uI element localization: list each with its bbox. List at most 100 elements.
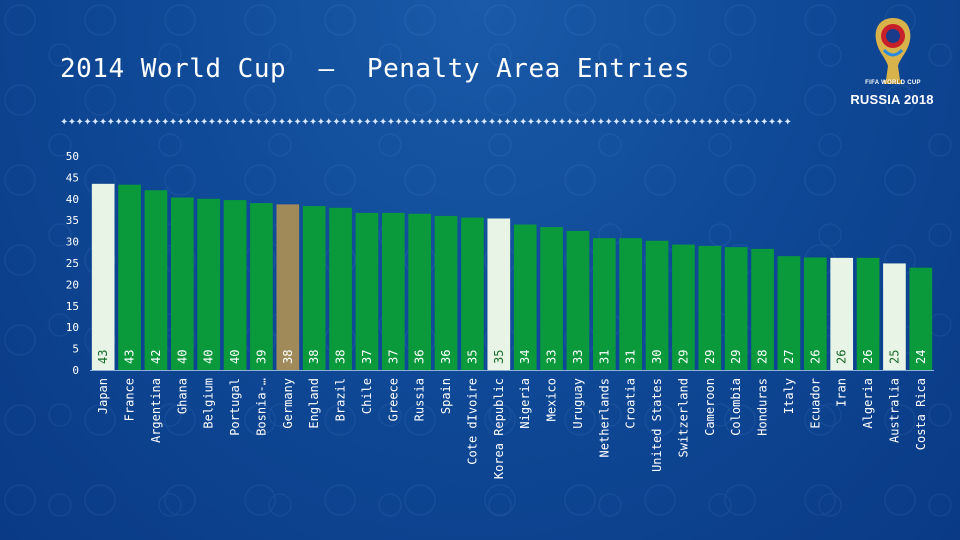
page-title: 2014 World Cup – Penalty Area Entries bbox=[60, 54, 690, 84]
data-label: 43 bbox=[123, 350, 137, 364]
x-category-label: Germany bbox=[281, 378, 295, 429]
bar-16 bbox=[513, 224, 537, 370]
bar-0 bbox=[91, 183, 115, 370]
x-category-label: Mexico bbox=[545, 378, 559, 421]
data-label: 29 bbox=[703, 350, 717, 364]
data-label: 29 bbox=[729, 350, 743, 364]
y-tick-label: 50 bbox=[66, 150, 79, 163]
bar-12 bbox=[408, 213, 432, 370]
x-category-label: Cameroon bbox=[703, 378, 717, 436]
data-label: 26 bbox=[861, 350, 875, 364]
logo-line2: RUSSIA 2018 bbox=[850, 92, 934, 107]
data-label: 33 bbox=[545, 350, 559, 364]
x-category-label: Russia bbox=[413, 378, 427, 421]
data-label: 28 bbox=[756, 350, 770, 364]
data-label: 31 bbox=[624, 350, 638, 364]
data-label: 26 bbox=[835, 350, 849, 364]
bar-5 bbox=[223, 200, 247, 370]
x-category-label: Uruguay bbox=[571, 378, 585, 429]
x-category-label: Switzerland bbox=[676, 378, 690, 457]
x-category-label: Bosnia-… bbox=[254, 378, 268, 436]
x-category-label: Algeria bbox=[861, 378, 875, 429]
y-tick-label: 20 bbox=[66, 278, 79, 291]
bar-27 bbox=[803, 257, 827, 370]
bar-15 bbox=[487, 218, 511, 370]
bar-19 bbox=[592, 238, 616, 370]
data-label: 39 bbox=[254, 350, 268, 364]
x-category-label: Japan bbox=[96, 378, 110, 414]
y-tick-label: 30 bbox=[66, 236, 79, 249]
bar-26 bbox=[777, 256, 801, 370]
bar-1 bbox=[118, 184, 141, 370]
x-category-label: Portugal bbox=[228, 378, 242, 436]
data-label: 40 bbox=[202, 350, 216, 364]
logo-line1: FIFA WORLD CUP bbox=[865, 80, 921, 86]
bar-30 bbox=[883, 263, 906, 370]
x-category-label: Ecuador bbox=[808, 378, 822, 429]
data-label: 40 bbox=[175, 350, 189, 364]
bar-14 bbox=[461, 217, 484, 370]
bar-18 bbox=[566, 230, 590, 370]
x-category-label: Chile bbox=[360, 378, 374, 414]
x-category-label: England bbox=[307, 378, 321, 429]
data-label: 29 bbox=[676, 350, 690, 364]
y-tick-label: 25 bbox=[66, 257, 79, 270]
data-label: 25 bbox=[887, 350, 901, 364]
data-label: 35 bbox=[465, 350, 479, 364]
bar-6 bbox=[250, 203, 273, 370]
data-label: 35 bbox=[492, 350, 506, 364]
x-category-label: Ghana bbox=[175, 378, 189, 414]
data-label: 37 bbox=[386, 350, 400, 364]
bar-9 bbox=[329, 207, 352, 370]
y-tick-label: 5 bbox=[72, 343, 79, 356]
x-category-label: Colombia bbox=[729, 378, 743, 436]
x-category-label: Netherlands bbox=[597, 378, 611, 457]
bar-2 bbox=[144, 190, 168, 370]
world-cup-trophy-logo bbox=[875, 18, 911, 84]
x-category-label: Greece bbox=[386, 378, 400, 421]
data-label: 43 bbox=[96, 350, 110, 364]
data-label: 36 bbox=[439, 350, 453, 364]
data-label: 34 bbox=[518, 350, 532, 364]
bar-13 bbox=[434, 215, 458, 370]
y-tick-label: 15 bbox=[66, 300, 79, 313]
bar-29 bbox=[856, 257, 880, 370]
decorative-divider: ✦✦✦✦✦✦✦✦✦✦✦✦✦✦✦✦✦✦✦✦✦✦✦✦✦✦✦✦✦✦✦✦✦✦✦✦✦✦✦✦… bbox=[60, 117, 792, 128]
bar-3 bbox=[170, 197, 194, 370]
data-label: 24 bbox=[914, 350, 928, 364]
bar-28 bbox=[830, 257, 854, 370]
x-category-label: United States bbox=[650, 378, 664, 472]
x-category-label: Italy bbox=[782, 378, 796, 414]
x-category-label: Costa Rica bbox=[914, 378, 928, 450]
data-label: 42 bbox=[149, 350, 163, 364]
x-category-label: Korea Republic bbox=[492, 378, 506, 479]
bar-10 bbox=[355, 212, 379, 370]
data-label: 37 bbox=[360, 350, 374, 364]
x-category-label: Iran bbox=[835, 378, 849, 407]
data-label: 38 bbox=[334, 350, 348, 364]
y-tick-label: 40 bbox=[66, 193, 79, 206]
y-tick-label: 45 bbox=[66, 171, 79, 184]
bar-21 bbox=[645, 240, 669, 370]
data-label: 33 bbox=[571, 350, 585, 364]
x-category-label: Brazil bbox=[334, 378, 348, 421]
x-category-label: Spain bbox=[439, 378, 453, 414]
x-category-label: Honduras bbox=[756, 378, 770, 436]
x-category-label: Nigeria bbox=[518, 378, 532, 429]
bar-11 bbox=[381, 212, 405, 370]
data-label: 36 bbox=[413, 350, 427, 364]
y-tick-label: 0 bbox=[72, 364, 79, 377]
bar-31 bbox=[909, 267, 933, 370]
x-category-label: Argentina bbox=[149, 378, 163, 443]
bar-24 bbox=[724, 247, 748, 370]
data-label: 26 bbox=[808, 350, 822, 364]
data-label: 38 bbox=[281, 350, 295, 364]
bar-8 bbox=[302, 206, 326, 370]
data-label: 30 bbox=[650, 350, 664, 364]
x-category-label: Australia bbox=[887, 378, 901, 443]
bar-22 bbox=[672, 244, 695, 370]
data-label: 31 bbox=[597, 350, 611, 364]
y-tick-label: 10 bbox=[66, 321, 79, 334]
x-category-label: Belgium bbox=[202, 378, 216, 429]
